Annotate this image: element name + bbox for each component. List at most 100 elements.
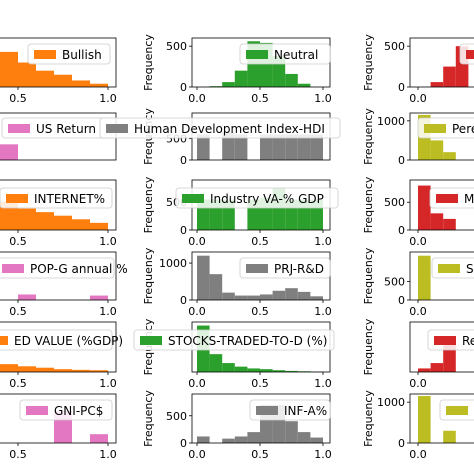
ytick-label-col3-r2-1: 1000 bbox=[377, 115, 405, 128]
bar-internet-6 bbox=[36, 212, 54, 230]
bars-col3-r3 bbox=[418, 185, 456, 230]
legend-swatch-stocks-traded bbox=[140, 336, 162, 345]
bar-col3-r1-1 bbox=[430, 82, 444, 87]
ylabel-col3-r2: Frequency bbox=[362, 108, 375, 165]
bar-inf-a-2 bbox=[222, 438, 235, 443]
panel-industry: 0.00.51.00500FrequencyIndustry VA-% GDP bbox=[142, 176, 339, 248]
bar-value-traded-9 bbox=[90, 370, 108, 372]
ylabel-inf-a: Frequency bbox=[142, 390, 155, 447]
bar-inf-a-4 bbox=[247, 432, 260, 443]
legend-swatch-us-return bbox=[8, 124, 30, 133]
xtick-label-prj-rd-1: 0.5 bbox=[251, 305, 269, 318]
legend-box-pop-g bbox=[0, 257, 115, 279]
legend-swatch-inf-a bbox=[256, 406, 278, 415]
legend-swatch-hdi bbox=[106, 124, 128, 133]
bar-col3-r5-1 bbox=[430, 363, 444, 372]
bar-stocks-traded-2 bbox=[222, 363, 235, 372]
legend-box-stocks-traded bbox=[133, 329, 335, 351]
legend-box-industry bbox=[175, 187, 339, 209]
legend-swatch-internet bbox=[6, 194, 28, 203]
xtick-label-prj-rd-0: 0.0 bbox=[188, 305, 206, 318]
bar-col3-r5-0 bbox=[418, 368, 431, 372]
xtick-label-value-traded-0: 0.5 bbox=[9, 377, 27, 390]
ylabel-col3-r4: Frequency bbox=[362, 247, 375, 304]
bar-stocks-traded-5 bbox=[260, 369, 273, 372]
bar-col3-r6-2 bbox=[443, 430, 456, 443]
bar-stocks-traded-6 bbox=[272, 370, 286, 372]
legend-neutral: Neutral bbox=[239, 43, 331, 65]
bar-neutral-7 bbox=[285, 73, 298, 87]
ytick-label-col3-r3-0: 0 bbox=[398, 224, 405, 237]
bars-col3-r4 bbox=[418, 255, 431, 300]
axes-frame-bullish bbox=[0, 37, 117, 88]
ytick-label-neutral-0: 0 bbox=[180, 81, 187, 94]
ytick-label-col3-r4-0: 0 bbox=[398, 294, 405, 307]
legend-value-traded: ED VALUE (%GDP) bbox=[0, 329, 123, 351]
bar-stocks-traded-3 bbox=[234, 366, 248, 372]
ytick-label-col3-r1-1: 500 bbox=[384, 40, 405, 53]
ytick-label-col3-r4-1: 500 bbox=[384, 276, 405, 289]
axes-frame-col3-r1 bbox=[409, 37, 474, 88]
legend-col3-r5: Re bbox=[427, 329, 474, 351]
ylabel-col3-r3: Frequency bbox=[362, 176, 375, 233]
bar-us-return-4 bbox=[0, 144, 18, 160]
panel-col3-r1: 0.0 0 500 Frequency bbox=[362, 34, 474, 105]
legend-prj-rd: PRJ-R&D bbox=[239, 257, 331, 279]
bars-pop-g bbox=[18, 294, 108, 300]
panel-gni-pc: 0.5 1.0 GNI-PC$ bbox=[0, 393, 117, 461]
ytick-label-col3-r6-0: 0 bbox=[398, 437, 405, 450]
legend-label-us-return: US Return bbox=[36, 122, 96, 136]
bar-bullish-7 bbox=[54, 74, 72, 87]
bar-col3-r5-2 bbox=[443, 343, 456, 372]
ylabel-col3-r5: Frequency bbox=[362, 318, 375, 375]
legend-label-industry: Industry VA-% GDP bbox=[210, 192, 324, 206]
bar-col3-r2-1 bbox=[430, 140, 444, 160]
xtick-label-neutral-0: 0.0 bbox=[188, 92, 206, 105]
legend-label-col3-r2: Pere bbox=[452, 122, 474, 136]
panel-stocks-traded: 0.00.51.0FrequencySTOCKS-TRADED-TO-D (%) bbox=[133, 318, 335, 390]
ytick-label-inf-a-0: 0 bbox=[180, 437, 187, 450]
legend-inf-a: INF-A% bbox=[249, 399, 331, 421]
xtick-label-pop-g-1: 1.0 bbox=[99, 305, 117, 318]
bars-inf-a bbox=[197, 404, 323, 443]
legend-swatch-col3-r1 bbox=[466, 50, 474, 59]
bar-prj-rd-8 bbox=[297, 291, 311, 300]
panel-internet: 0.5 1.0 INTERNET% bbox=[0, 179, 117, 248]
xtick-label-industry-0: 0.0 bbox=[188, 235, 206, 248]
bar-hdi-5 bbox=[260, 134, 273, 160]
bars-us-return bbox=[0, 144, 18, 160]
panel-col3-r5: 0.0 Frequency Re bbox=[362, 318, 474, 390]
bar-bullish-4 bbox=[0, 51, 18, 87]
axes-frame-col3-r3 bbox=[409, 179, 474, 231]
panel-value-traded: 0.5 1.0 ED VALUE (%GDP) bbox=[0, 321, 123, 390]
legend-label-value-traded: ED VALUE (%GDP) bbox=[14, 334, 123, 348]
bar-stocks-traded-4 bbox=[247, 368, 260, 372]
panel-bullish: 0.5 1.0 Bullish bbox=[0, 37, 117, 105]
xtick-label-col3-r5-0: 0.0 bbox=[409, 377, 427, 390]
legend-col3-r1 bbox=[459, 43, 474, 65]
axes-frame-value-traded bbox=[0, 321, 117, 373]
legend-label-inf-a: INF-A% bbox=[284, 404, 327, 418]
bar-hdi-6 bbox=[272, 134, 286, 160]
legend-swatch-col3-r3 bbox=[436, 194, 458, 203]
bar-col3-r2-2 bbox=[443, 152, 456, 160]
bar-prj-rd-0 bbox=[197, 255, 210, 300]
xtick-label-bullish-0: 0.5 bbox=[9, 92, 27, 105]
xtick-label-col3-r4-0: 0.0 bbox=[409, 305, 427, 318]
bar-prj-rd-7 bbox=[285, 288, 298, 300]
panel-us-return: US Return bbox=[0, 112, 117, 161]
ytick-label-inf-a-1: 500 bbox=[166, 410, 187, 423]
axes-frame-pop-g bbox=[0, 251, 117, 301]
bar-inf-a-3 bbox=[234, 436, 248, 443]
xtick-label-stocks-traded-2: 1.0 bbox=[314, 377, 332, 390]
legend-col3-r6 bbox=[439, 399, 474, 421]
xtick-label-internet-0: 0.5 bbox=[9, 235, 27, 248]
ylabel-col3-r1: Frequency bbox=[362, 34, 375, 91]
bar-bullish-6 bbox=[36, 70, 54, 87]
bar-value-traded-4 bbox=[0, 364, 18, 372]
bar-internet-9 bbox=[90, 222, 108, 230]
legend-label-internet: INTERNET% bbox=[34, 192, 105, 206]
bar-bullish-9 bbox=[90, 83, 108, 87]
xtick-label-neutral-1: 0.5 bbox=[251, 92, 269, 105]
